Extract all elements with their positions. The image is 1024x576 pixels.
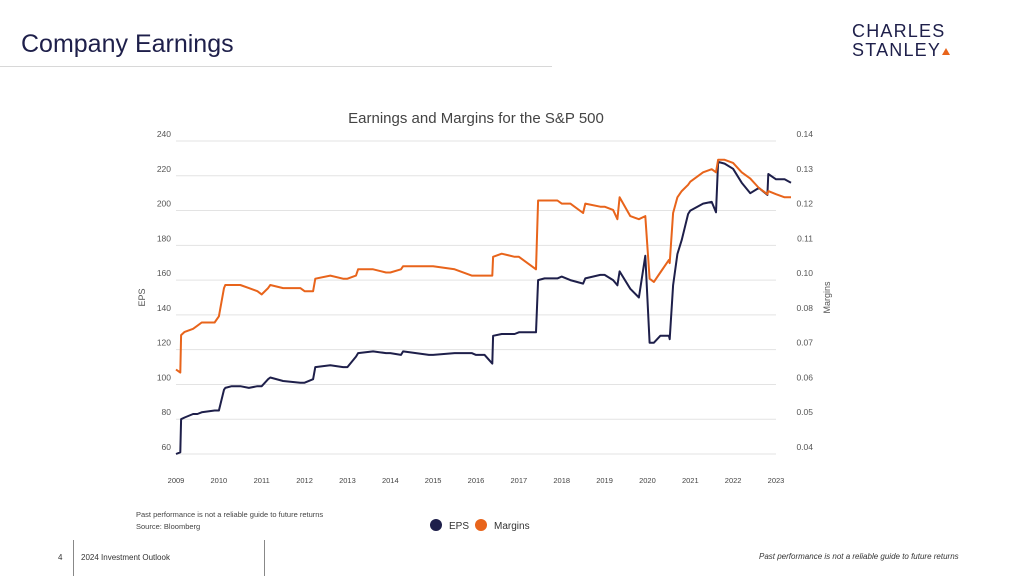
y-tick-label: 140 <box>157 303 171 313</box>
footer-title: 2024 Investment Outlook <box>81 553 170 562</box>
page-number: 4 <box>58 553 63 562</box>
y2-tick-label: 0.04 <box>796 442 813 452</box>
x-tick-label: 2017 <box>511 476 528 485</box>
footer-divider <box>264 540 265 576</box>
x-tick-label: 2018 <box>553 476 570 485</box>
y-axis-title: EPS <box>137 288 147 306</box>
logo-line-2: STANLEY <box>852 40 942 60</box>
page-title: Company Earnings <box>21 30 234 58</box>
charles-stanley-logo: CHARLES STANLEY <box>852 21 951 60</box>
footnote-source: Source: Bloomberg <box>136 522 201 531</box>
x-tick-label: 2012 <box>296 476 313 485</box>
y-tick-label: 80 <box>162 407 172 417</box>
title-divider <box>0 66 552 67</box>
y-tick-label: 60 <box>162 442 172 452</box>
x-tick-label: 2015 <box>425 476 442 485</box>
y2-tick-label: 0.08 <box>796 303 813 313</box>
legend-eps-marker <box>430 519 442 531</box>
y-tick-label: 200 <box>157 199 171 209</box>
legend-margins-label: Margins <box>494 521 530 532</box>
footer-disclaimer: Past performance is not a reliable guide… <box>759 552 959 561</box>
footer-divider <box>73 540 74 576</box>
margins-series-line <box>175 158 791 374</box>
y-tick-label: 240 <box>157 129 171 139</box>
y2-tick-label: 0.06 <box>796 372 813 382</box>
x-tick-label: 2014 <box>382 476 399 485</box>
chart-title: Earnings and Margins for the S&P 500 <box>348 110 604 127</box>
y-tick-label: 180 <box>157 233 171 243</box>
y2-tick-label: 0.07 <box>796 338 813 348</box>
legend-margins-marker <box>475 519 487 531</box>
y-tick-label: 100 <box>157 372 171 382</box>
logo-line-1: CHARLES <box>852 21 946 41</box>
y2-tick-label: 0.10 <box>796 268 813 278</box>
x-tick-label: 2011 <box>254 476 270 485</box>
x-tick-label: 2013 <box>339 476 356 485</box>
x-tick-label: 2020 <box>639 476 656 485</box>
x-tick-label: 2010 <box>211 476 228 485</box>
x-tick-label: 2019 <box>596 476 613 485</box>
eps-series-line <box>175 160 792 455</box>
x-tick-label: 2009 <box>168 476 185 485</box>
x-tick-label: 2022 <box>725 476 742 485</box>
x-tick-label: 2021 <box>682 476 699 485</box>
logo-triangle-icon <box>942 48 951 55</box>
x-tick-label: 2016 <box>468 476 485 485</box>
footnote-disclaimer: Past performance is not a reliable guide… <box>136 510 324 519</box>
y2-tick-label: 0.12 <box>796 199 813 209</box>
y2-tick-label: 0.14 <box>796 129 813 139</box>
y-tick-label: 160 <box>157 268 171 278</box>
y2-tick-label: 0.13 <box>796 164 813 174</box>
y2-axis-title: Margins <box>822 281 832 314</box>
y2-tick-label: 0.11 <box>797 233 813 243</box>
y-tick-label: 120 <box>157 338 171 348</box>
legend-eps-label: EPS <box>449 521 469 532</box>
y2-tick-label: 0.05 <box>796 407 813 417</box>
y-tick-label: 220 <box>157 164 171 174</box>
x-tick-label: 2023 <box>768 476 785 485</box>
